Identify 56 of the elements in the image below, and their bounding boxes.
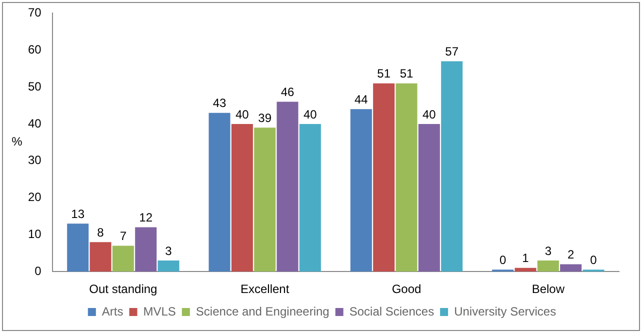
bar xyxy=(67,224,89,272)
data-label: 44 xyxy=(354,92,368,106)
data-label: 8 xyxy=(97,225,104,240)
data-label: 7 xyxy=(120,229,127,244)
y-tick-label: 0 xyxy=(34,264,42,278)
y-tick-label: 70 xyxy=(28,6,42,20)
legend-label: MVLS xyxy=(143,304,176,318)
y-tick-label: 30 xyxy=(28,153,42,168)
bar xyxy=(537,260,559,272)
bar xyxy=(231,124,253,272)
legend-label: Social Sciences xyxy=(349,304,434,318)
data-label: 0 xyxy=(499,252,506,267)
bar xyxy=(396,83,418,272)
bar xyxy=(299,124,321,272)
data-label: 3 xyxy=(544,244,552,258)
bar xyxy=(441,61,463,272)
x-tick-label: Good xyxy=(392,282,422,296)
y-tick-label: 10 xyxy=(28,227,42,241)
bar xyxy=(276,102,298,272)
y-tick-label: 50 xyxy=(28,79,42,94)
y-tick-label: 20 xyxy=(28,190,42,204)
y-axis-title: % xyxy=(12,134,23,149)
bar xyxy=(418,124,440,272)
x-tick-label: Below xyxy=(532,282,565,296)
data-label: 43 xyxy=(212,96,227,110)
data-label: 46 xyxy=(280,85,295,100)
x-tick-label: Excellent xyxy=(240,282,290,296)
y-tick-label: 40 xyxy=(28,116,42,130)
bar xyxy=(514,268,536,272)
data-label: 40 xyxy=(235,107,250,122)
bar xyxy=(350,109,372,272)
data-label: 1 xyxy=(522,251,530,266)
bar xyxy=(254,128,276,272)
data-label: 39 xyxy=(258,110,272,125)
x-tick-label: Out standing xyxy=(89,282,158,296)
data-label: 13 xyxy=(71,206,85,221)
bar xyxy=(135,227,157,272)
bar xyxy=(90,242,112,272)
data-label: 57 xyxy=(445,44,459,58)
data-label: 40 xyxy=(303,107,318,122)
legend-label: University Services xyxy=(454,304,556,318)
legend-label: Science and Engineering xyxy=(196,304,330,318)
data-label: 40 xyxy=(422,107,436,122)
bar xyxy=(208,112,230,272)
bar xyxy=(158,260,180,272)
data-label: 51 xyxy=(377,66,391,81)
data-label: 2 xyxy=(567,248,574,262)
data-label: 12 xyxy=(139,210,153,225)
legend-label: Arts xyxy=(102,304,124,318)
data-label: 0 xyxy=(590,252,598,267)
bar xyxy=(112,246,134,272)
data-label: 51 xyxy=(400,66,414,81)
bar xyxy=(560,264,582,272)
bar xyxy=(373,83,395,272)
data-label: 3 xyxy=(165,244,172,258)
y-tick-label: 60 xyxy=(28,42,42,56)
